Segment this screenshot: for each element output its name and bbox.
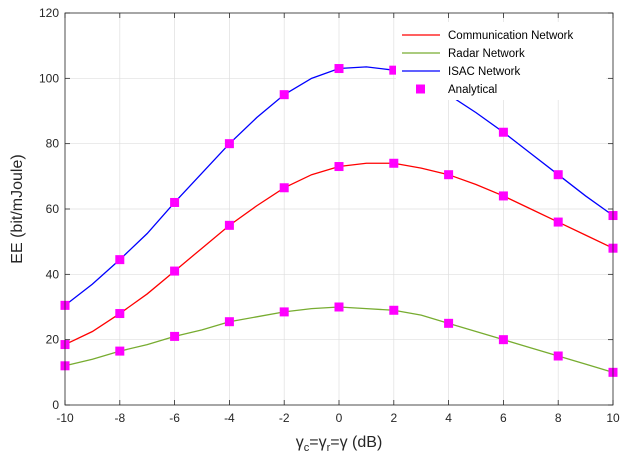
- y-tick-label: 20: [46, 333, 60, 347]
- analytical-point: [224, 220, 234, 230]
- x-tick-label: 0: [336, 411, 343, 425]
- x-tick-label: 4: [445, 411, 452, 425]
- analytical-point: [389, 158, 399, 168]
- analytical-point: [224, 317, 234, 327]
- analytical-point: [170, 331, 180, 341]
- analytical-point: [444, 170, 454, 180]
- analytical-point: [498, 127, 508, 137]
- x-tick-label: -6: [169, 411, 180, 425]
- legend-entry-label: ISAC Network: [448, 66, 520, 78]
- legend-entry-label: Communication Network: [448, 30, 574, 42]
- y-tick-label: 100: [39, 71, 59, 85]
- analytical-point: [389, 305, 399, 315]
- legend: Communication Network Radar Network ISAC N…: [396, 22, 606, 100]
- analytical-point: [334, 302, 344, 312]
- x-tick-label: 10: [606, 411, 620, 425]
- x-tick-label: -4: [224, 411, 235, 425]
- analytical-point: [170, 197, 180, 207]
- analytical-point: [334, 162, 344, 172]
- x-tick-label: 2: [390, 411, 397, 425]
- analytical-point: [498, 335, 508, 345]
- analytical-point: [115, 309, 125, 319]
- analytical-point: [115, 255, 125, 265]
- analytical-point: [115, 346, 125, 356]
- analytical-point: [553, 217, 563, 227]
- analytical-point: [389, 65, 399, 75]
- legend-entry-label: Analytical: [448, 84, 497, 96]
- analytical-point: [170, 266, 180, 276]
- x-tick-label: -8: [114, 411, 125, 425]
- y-tick-label: 60: [46, 202, 60, 216]
- x-tick-label: 6: [500, 411, 507, 425]
- analytical-point: [498, 191, 508, 201]
- y-tick-label: 0: [52, 398, 59, 412]
- x-axis-label: γc=γr=γ (dB): [296, 434, 383, 454]
- x-tick-label: -10: [56, 411, 74, 425]
- analytical-point: [553, 170, 563, 180]
- y-tick-label: 80: [46, 137, 60, 151]
- x-tick-label: -2: [279, 411, 290, 425]
- analytical-point: [224, 139, 234, 149]
- analytical-point: [334, 64, 344, 74]
- analytical-point: [444, 318, 454, 328]
- analytical-point: [279, 183, 289, 193]
- y-axis-label: EE (bit/mJoule): [9, 154, 26, 263]
- x-tick-label: 8: [555, 411, 562, 425]
- analytical-point: [279, 307, 289, 317]
- legend-swatch-marker: [416, 84, 425, 94]
- y-tick-label: 40: [46, 267, 60, 281]
- analytical-point: [279, 90, 289, 100]
- legend-entry-label: Radar Network: [448, 48, 525, 60]
- analytical-point: [553, 351, 563, 361]
- y-tick-label: 120: [39, 6, 59, 20]
